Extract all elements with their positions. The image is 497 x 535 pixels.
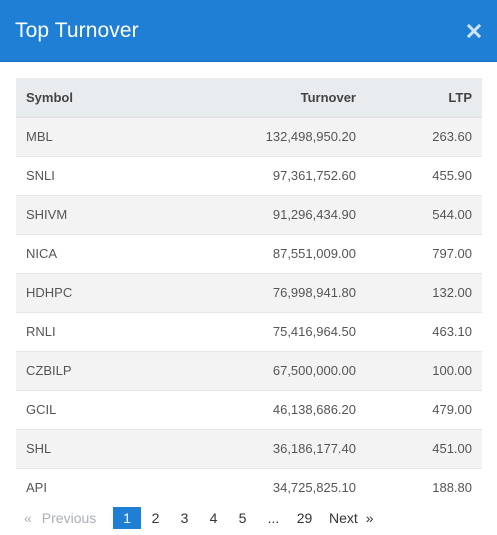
- next-page-button[interactable]: Next »: [319, 507, 374, 529]
- ltp-cell: 463.10: [356, 311, 482, 351]
- modal-title: Top Turnover: [15, 18, 139, 42]
- column-header-symbol[interactable]: Symbol: [16, 78, 136, 118]
- turnover-cell: 76,998,941.80: [136, 272, 356, 312]
- ltp-cell: 455.90: [356, 155, 482, 195]
- symbol-cell: API: [16, 467, 136, 507]
- ltp-cell: 188.80: [356, 467, 482, 507]
- table-row: MBL 132,498,950.20 263.60: [16, 116, 482, 156]
- turnover-cell: 46,138,686.20: [136, 389, 356, 429]
- turnover-cell: 132,498,950.20: [136, 116, 356, 156]
- symbol-cell: CZBILP: [16, 350, 136, 390]
- table-row: GCIL 46,138,686.20 479.00: [16, 389, 482, 429]
- table-row: HDHPC 76,998,941.80 132.00: [16, 272, 482, 312]
- table-row: NICA 87,551,009.00 797.00: [16, 233, 482, 273]
- turnover-table-container: Symbol Turnover LTP MBL 132,498,950.20 2…: [16, 78, 482, 507]
- symbol-cell: GCIL: [16, 389, 136, 429]
- modal-header: Top Turnover: [0, 0, 497, 62]
- page-button-3[interactable]: 3: [180, 510, 189, 526]
- ltp-cell: 544.00: [356, 194, 482, 234]
- double-chevron-left-icon: «: [24, 510, 32, 526]
- ltp-cell: 797.00: [356, 233, 482, 273]
- page-button-29[interactable]: 29: [296, 510, 313, 526]
- symbol-cell: HDHPC: [16, 272, 136, 312]
- close-icon: [467, 24, 481, 38]
- table-row: RNLI 75,416,964.50 463.10: [16, 311, 482, 351]
- page-button-2[interactable]: 2: [151, 510, 160, 526]
- table-row: CZBILP 67,500,000.00 100.00: [16, 350, 482, 390]
- table-row: API 34,725,825.10 188.80: [16, 467, 482, 507]
- symbol-cell: SHL: [16, 428, 136, 468]
- page-button-1[interactable]: 1: [113, 507, 141, 529]
- previous-label: Previous: [41, 510, 97, 526]
- next-label: Next: [329, 510, 358, 526]
- table-row: SNLI 97,361,752.60 455.90: [16, 155, 482, 195]
- ltp-cell: 132.00: [356, 272, 482, 312]
- ltp-cell: 100.00: [356, 350, 482, 390]
- column-header-ltp[interactable]: LTP: [356, 78, 482, 118]
- turnover-cell: 34,725,825.10: [136, 467, 356, 507]
- ltp-cell: 263.60: [356, 116, 482, 156]
- turnover-cell: 91,296,434.90: [136, 194, 356, 234]
- ltp-cell: 451.00: [356, 428, 482, 468]
- pagination-ellipsis: ...: [267, 510, 280, 526]
- turnover-table: Symbol Turnover LTP MBL 132,498,950.20 2…: [16, 78, 482, 507]
- table-body: MBL 132,498,950.20 263.60 SNLI 97,361,75…: [16, 116, 482, 507]
- column-header-turnover[interactable]: Turnover: [136, 78, 356, 118]
- table-header-row: Symbol Turnover LTP: [16, 78, 482, 118]
- table-row: SHL 36,186,177.40 451.00: [16, 428, 482, 468]
- page-button-4[interactable]: 4: [209, 510, 218, 526]
- turnover-cell: 67,500,000.00: [136, 350, 356, 390]
- previous-page-button[interactable]: « Previous: [16, 507, 113, 529]
- turnover-cell: 87,551,009.00: [136, 233, 356, 273]
- turnover-cell: 75,416,964.50: [136, 311, 356, 351]
- turnover-cell: 97,361,752.60: [136, 155, 356, 195]
- symbol-cell: NICA: [16, 233, 136, 273]
- table-row: SHIVM 91,296,434.90 544.00: [16, 194, 482, 234]
- ltp-cell: 479.00: [356, 389, 482, 429]
- symbol-cell: RNLI: [16, 311, 136, 351]
- double-chevron-right-icon: »: [365, 510, 374, 526]
- symbol-cell: SHIVM: [16, 194, 136, 234]
- symbol-cell: MBL: [16, 116, 136, 156]
- close-button[interactable]: [463, 19, 485, 43]
- symbol-cell: SNLI: [16, 155, 136, 195]
- pagination: « Previous 1 2 3 4 5 ... 29 Next »: [16, 507, 374, 529]
- page-button-5[interactable]: 5: [238, 510, 247, 526]
- turnover-cell: 36,186,177.40: [136, 428, 356, 468]
